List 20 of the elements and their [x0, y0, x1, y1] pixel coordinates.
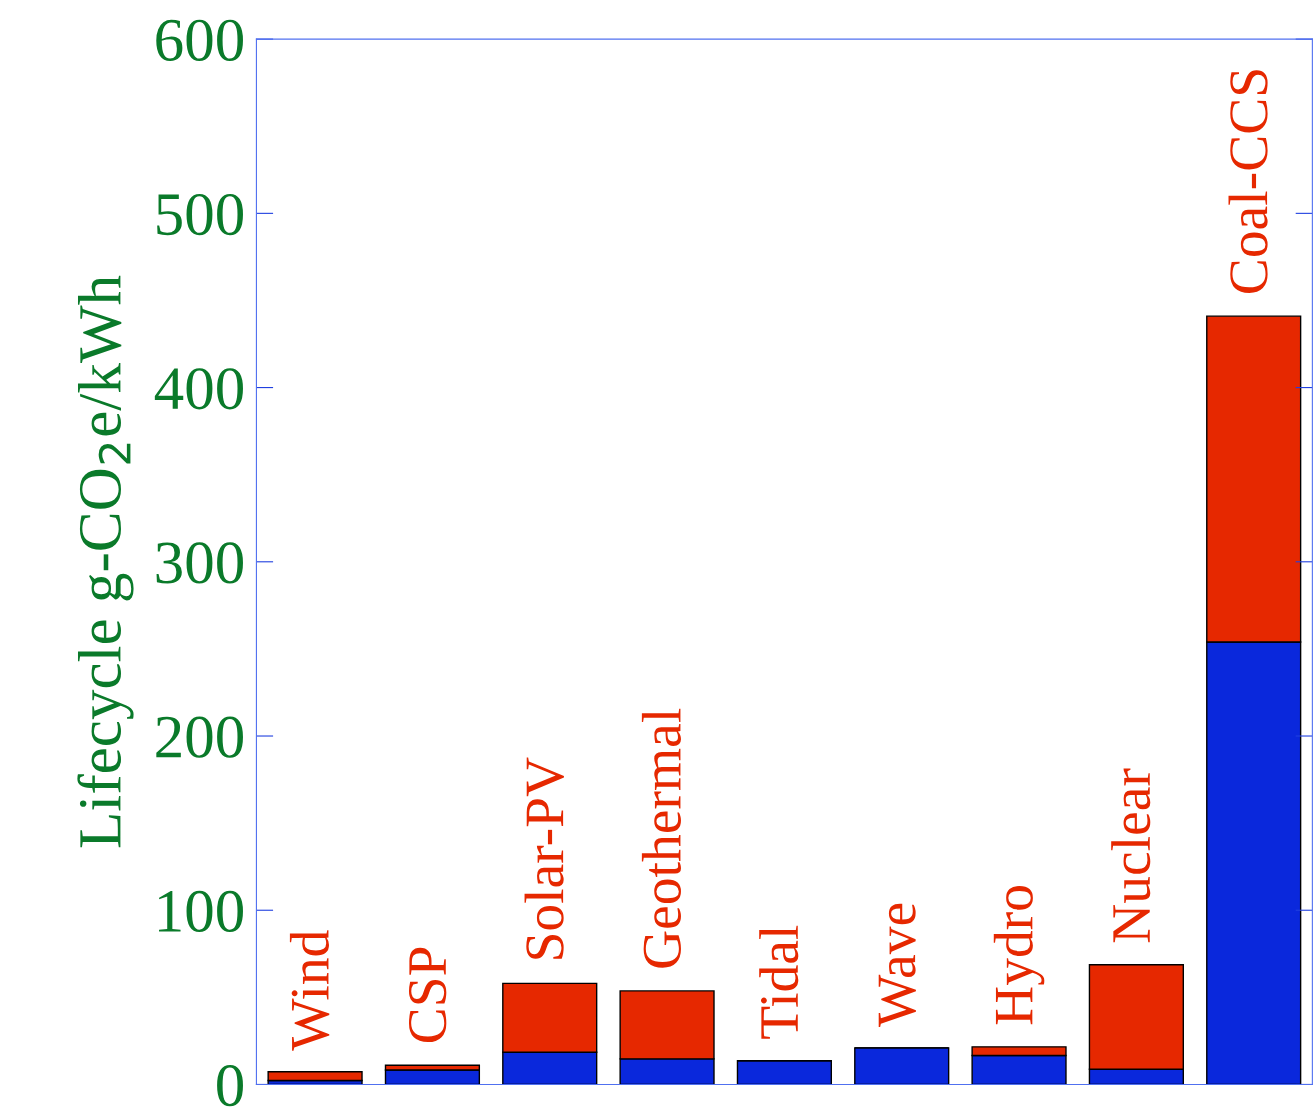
y-tick-label: 500 — [157, 193, 243, 236]
x-tick-label: Wind — [289, 930, 330, 1051]
x-tick-label: Wave — [878, 903, 916, 1027]
y-tick-label: 0 — [217, 1065, 243, 1107]
y-tick-label: 300 — [156, 542, 243, 584]
y-tick-label: 600 — [156, 19, 243, 61]
bar — [854, 1047, 950, 1085]
y-tick-label: 100 — [159, 890, 243, 933]
y-tick-label: 200 — [156, 716, 243, 758]
x-tick-label: Tidal — [759, 925, 799, 1039]
bar — [736, 1060, 833, 1085]
y-tick-label: 400 — [154, 368, 243, 410]
x-tick-label: Nuclear — [1111, 768, 1151, 943]
bar — [267, 1071, 363, 1082]
x-tick-label: Solar-PV — [524, 757, 564, 959]
y-axis-title: Lifecycle g-CO$_{2}$e/kWh — [77, 275, 134, 848]
x-tick-label: Geothermal — [641, 708, 681, 968]
x-tick-label: Coal-CCS — [1228, 70, 1268, 293]
x-tick-label: Hydro — [993, 886, 1045, 1025]
x-tick-label: CSP — [408, 947, 447, 1043]
